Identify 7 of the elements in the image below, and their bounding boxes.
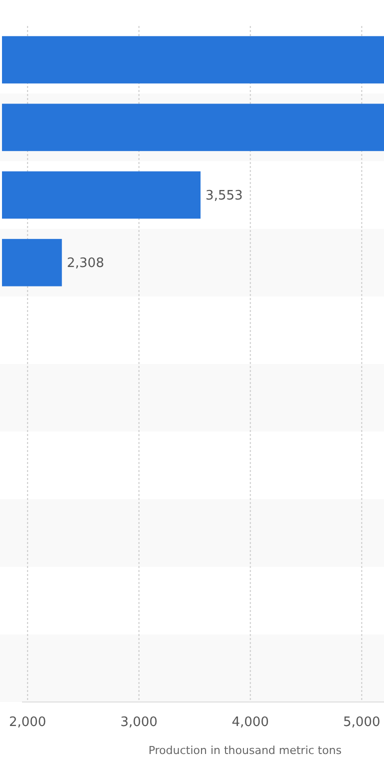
x-tick-label: 3,000 — [120, 715, 158, 730]
x-tick-label: 2,000 — [8, 715, 46, 730]
x-tick-label: 5,000 — [343, 715, 380, 730]
x-tick-label: 4,000 — [232, 715, 269, 730]
x-axis-title: Production in thousand metric tons — [148, 744, 342, 757]
data-label: 3,553 — [206, 188, 243, 204]
data-label: 2,308 — [66, 256, 104, 272]
